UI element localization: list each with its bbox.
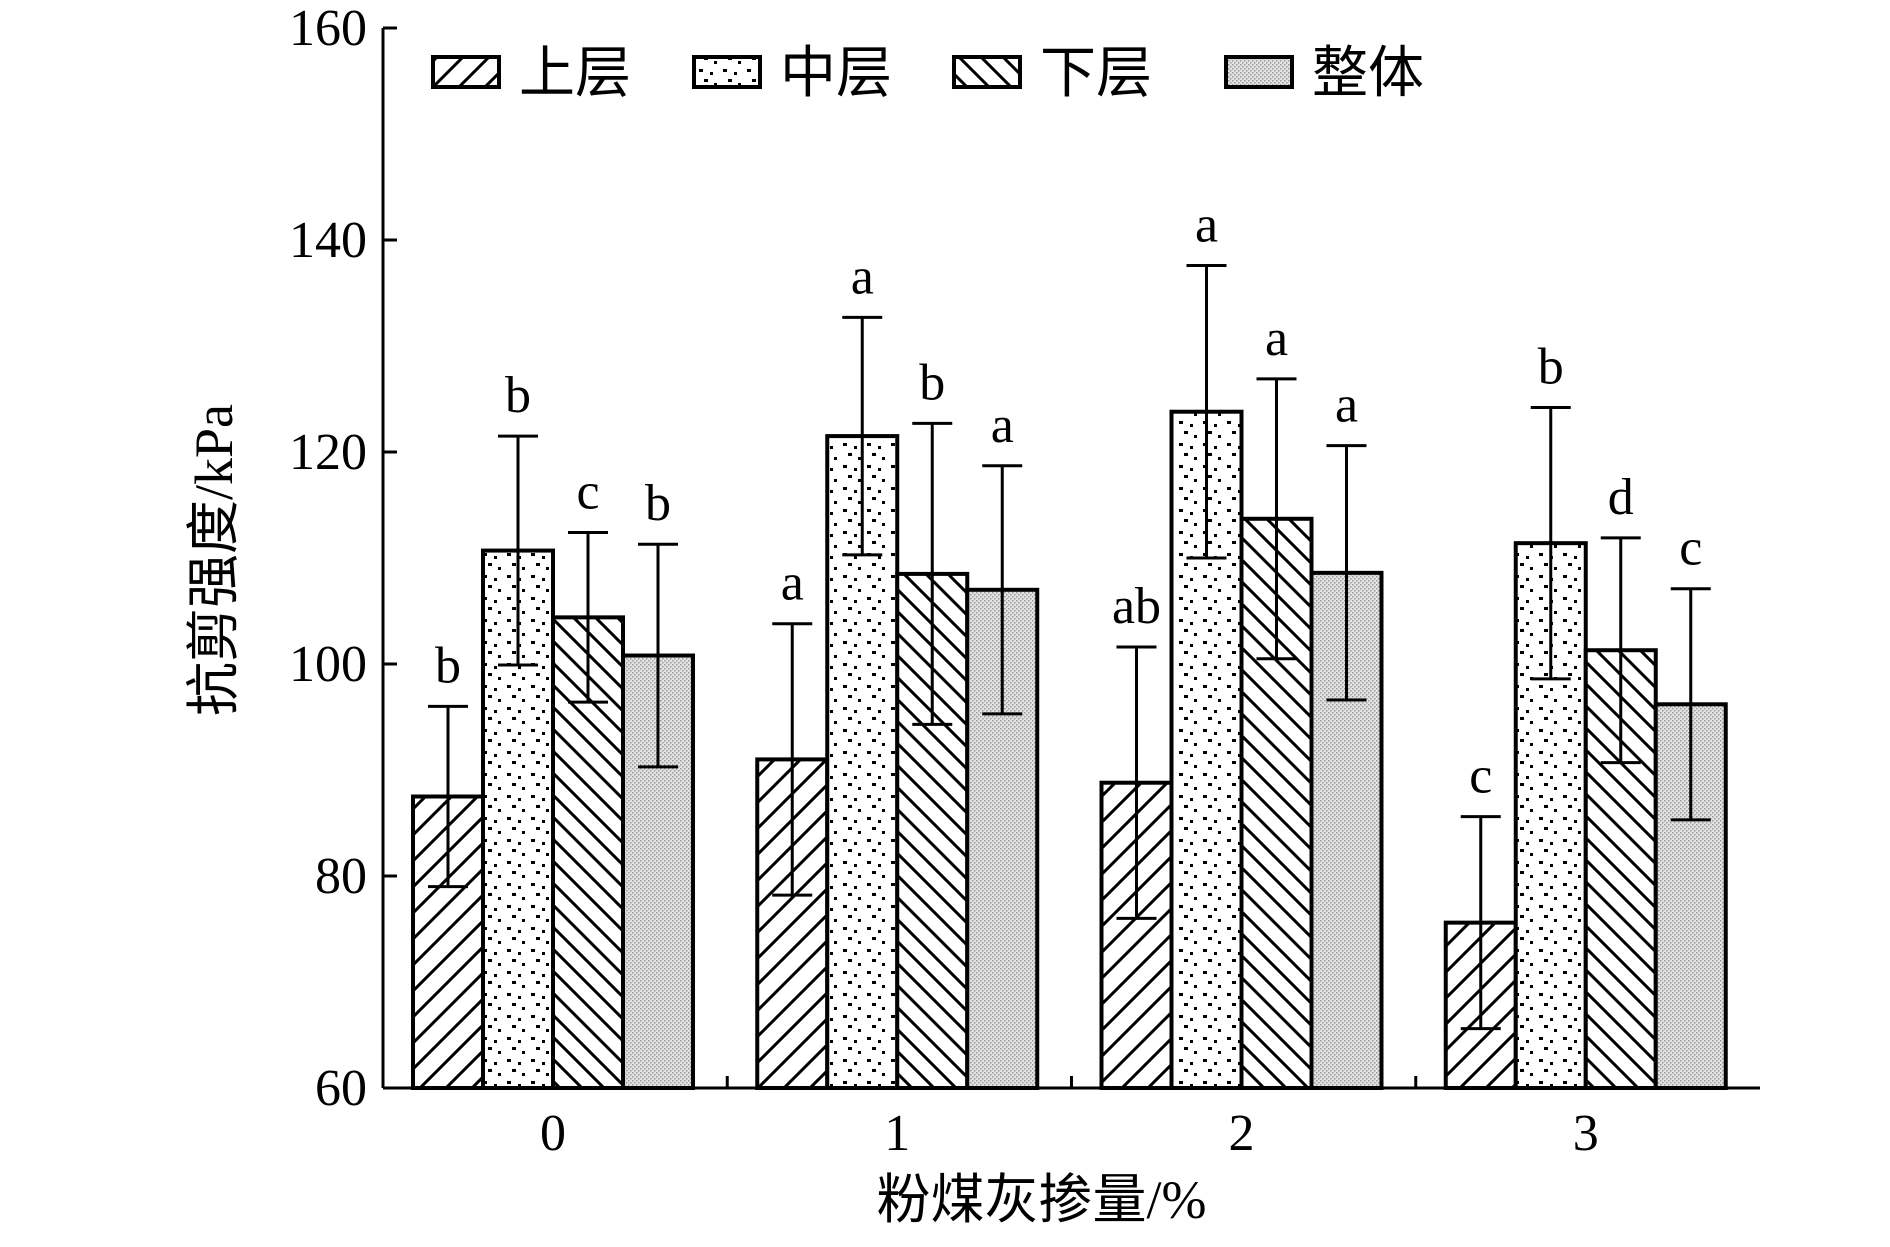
significance-label: a [851, 248, 874, 305]
significance-label: d [1608, 469, 1634, 526]
significance-label: b [435, 637, 461, 694]
legend-label: 上层 [519, 43, 631, 105]
y-tick-label: 60 [315, 1060, 367, 1117]
significance-label: b [1538, 338, 1564, 395]
x-axis-title: 粉煤灰掺量/% [877, 1170, 1207, 1230]
significance-label: a [1265, 310, 1288, 367]
x-tick-label: 0 [540, 1105, 566, 1162]
significance-label: b [919, 354, 945, 411]
significance-label: b [505, 367, 531, 424]
significance-label: ab [1112, 578, 1161, 635]
legend-swatch [1224, 55, 1294, 89]
significance-label: b [645, 475, 671, 532]
legend-swatch [952, 55, 1022, 89]
y-tick-label: 120 [289, 424, 367, 481]
significance-label: a [1335, 377, 1358, 434]
significance-label: a [781, 555, 804, 612]
legend-swatch [431, 55, 501, 89]
y-tick-label: 100 [289, 636, 367, 693]
x-tick-label: 1 [884, 1105, 910, 1162]
significance-label: a [1195, 196, 1218, 253]
x-tick-label: 3 [1573, 1105, 1599, 1162]
y-axis-title: 抗剪强度/kPa [184, 404, 244, 716]
legend-label: 整体 [1312, 43, 1424, 105]
legend-label: 中层 [780, 43, 892, 105]
significance-label: a [991, 397, 1014, 454]
x-tick-label: 2 [1229, 1105, 1255, 1162]
y-tick-label: 140 [289, 212, 367, 269]
legend-swatch [692, 55, 762, 89]
significance-label: c [576, 464, 599, 521]
significance-label: c [1679, 520, 1702, 577]
y-tick-label: 80 [315, 848, 367, 905]
significance-label: c [1469, 748, 1492, 805]
legend-label: 下层 [1040, 43, 1152, 105]
y-tick-label: 160 [289, 0, 367, 57]
